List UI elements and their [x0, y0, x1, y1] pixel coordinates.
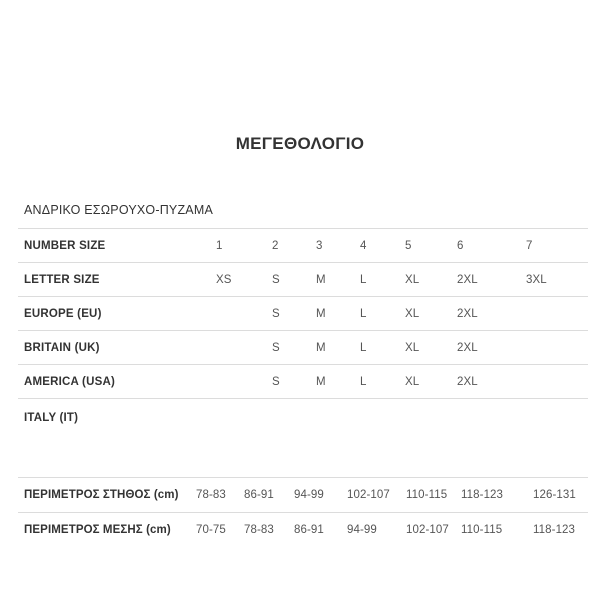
cell-waist-3: 86-91 — [294, 524, 324, 536]
cell-letter-size-1: XS — [216, 273, 232, 286]
cell-number-size-5: 5 — [405, 239, 412, 252]
cell-italy-4 — [360, 399, 405, 478]
cell-number-size-3: 3 — [316, 239, 323, 252]
size-conversion-table: NUMBER SIZE 1 2 3 4 5 6 7 LETTER SIZE XS… — [18, 228, 588, 477]
cell-waist-7: 118-123 — [533, 524, 576, 536]
cell-letter-size-7: 3XL — [526, 273, 547, 286]
row-label-letter-size: LETTER SIZE — [24, 273, 100, 286]
cell-britain-4: L — [360, 341, 367, 354]
cell-britain-7 — [526, 331, 588, 365]
body-measurement-table: ΠΕΡΙΜΕΤΡΟΣ ΣΤΗΘΟΣ (cm) 78-83 86-91 94-99… — [18, 477, 588, 547]
cell-europe-5: XL — [405, 307, 420, 320]
cell-number-size-4: 4 — [360, 239, 367, 252]
cell-italy-1 — [216, 399, 272, 478]
category-subtitle: ΑΝΔΡΙΚΟ ΕΣΩΡΟΥΧΟ-ΠΥΖΑΜΑ — [24, 203, 213, 217]
size-chart-tables: NUMBER SIZE 1 2 3 4 5 6 7 LETTER SIZE XS… — [18, 228, 588, 547]
cell-waist-2: 78-83 — [244, 524, 274, 536]
cell-america-5: XL — [405, 375, 420, 388]
cell-number-size-7: 7 — [526, 239, 533, 252]
cell-chest-2: 86-91 — [244, 489, 274, 501]
table-row: LETTER SIZE XS S M L XL 2XL 3XL — [18, 262, 588, 297]
table-row: ΠΕΡΙΜΕΤΡΟΣ ΣΤΗΘΟΣ (cm) 78-83 86-91 94-99… — [18, 477, 588, 513]
cell-italy-2 — [272, 399, 316, 478]
table-row: NUMBER SIZE 1 2 3 4 5 6 7 — [18, 228, 588, 263]
table-row: BRITAIN (UK) S M L XL 2XL — [18, 330, 588, 365]
cell-america-1 — [216, 365, 272, 399]
cell-america-3: M — [316, 375, 326, 388]
cell-chest-4: 102-107 — [347, 489, 390, 501]
cell-waist-1: 70-75 — [196, 524, 226, 536]
row-label-europe: EUROPE (EU) — [24, 307, 102, 320]
cell-america-4: L — [360, 375, 367, 388]
row-label-italy: ITALY (IT) — [24, 412, 79, 424]
cell-chest-7: 126-131 — [533, 489, 576, 501]
cell-letter-size-3: M — [316, 273, 326, 286]
cell-letter-size-6: 2XL — [457, 273, 478, 286]
cell-europe-6: 2XL — [457, 307, 478, 320]
cell-europe-1 — [216, 297, 272, 331]
cell-number-size-1: 1 — [216, 239, 223, 252]
cell-number-size-6: 6 — [457, 239, 464, 252]
row-label-america: AMERICA (USA) — [24, 375, 115, 388]
cell-waist-4: 94-99 — [347, 524, 377, 536]
cell-number-size-2: 2 — [272, 239, 279, 252]
table-row: AMERICA (USA) S M L XL 2XL — [18, 364, 588, 399]
page-title: ΜΕΓΕΘΟΛΟΓΙΟ — [235, 134, 365, 153]
cell-europe-4: L — [360, 307, 367, 320]
cell-britain-2: S — [272, 341, 280, 354]
cell-europe-7 — [526, 297, 588, 331]
cell-waist-6: 110-115 — [461, 524, 503, 536]
cell-italy-3 — [316, 399, 360, 478]
cell-america-2: S — [272, 375, 280, 388]
cell-italy-5 — [405, 399, 457, 478]
cell-italy-6 — [457, 399, 526, 478]
cell-britain-6: 2XL — [457, 341, 478, 354]
row-label-britain: BRITAIN (UK) — [24, 341, 100, 354]
row-label-waist-circumference: ΠΕΡΙΜΕΤΡΟΣ ΜΕΣΗΣ (cm) — [24, 524, 171, 536]
cell-america-7 — [526, 365, 588, 399]
cell-europe-2: S — [272, 307, 280, 320]
cell-italy-7 — [526, 399, 588, 478]
cell-america-6: 2XL — [457, 375, 478, 388]
row-label-chest-circumference: ΠΕΡΙΜΕΤΡΟΣ ΣΤΗΘΟΣ (cm) — [24, 489, 179, 501]
cell-europe-3: M — [316, 307, 326, 320]
cell-chest-6: 118-123 — [461, 489, 504, 501]
table-row: EUROPE (EU) S M L XL 2XL — [18, 296, 588, 331]
cell-chest-5: 110-115 — [406, 489, 448, 501]
cell-letter-size-4: L — [360, 273, 367, 286]
cell-britain-1 — [216, 331, 272, 365]
cell-waist-5: 102-107 — [406, 524, 449, 536]
cell-letter-size-2: S — [272, 273, 280, 286]
table-row: ITALY (IT) — [18, 398, 588, 478]
cell-britain-3: M — [316, 341, 326, 354]
cell-chest-3: 94-99 — [294, 489, 324, 501]
cell-britain-5: XL — [405, 341, 420, 354]
row-label-number-size: NUMBER SIZE — [24, 239, 106, 252]
table-row: ΠΕΡΙΜΕΤΡΟΣ ΜΕΣΗΣ (cm) 70-75 78-83 86-91 … — [18, 512, 588, 548]
cell-chest-1: 78-83 — [196, 489, 226, 501]
cell-letter-size-5: XL — [405, 273, 420, 286]
